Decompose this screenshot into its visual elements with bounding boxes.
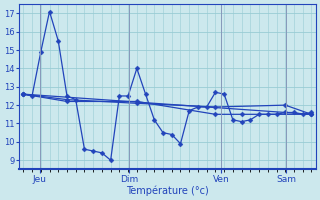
- X-axis label: Température (°c): Température (°c): [126, 185, 209, 196]
